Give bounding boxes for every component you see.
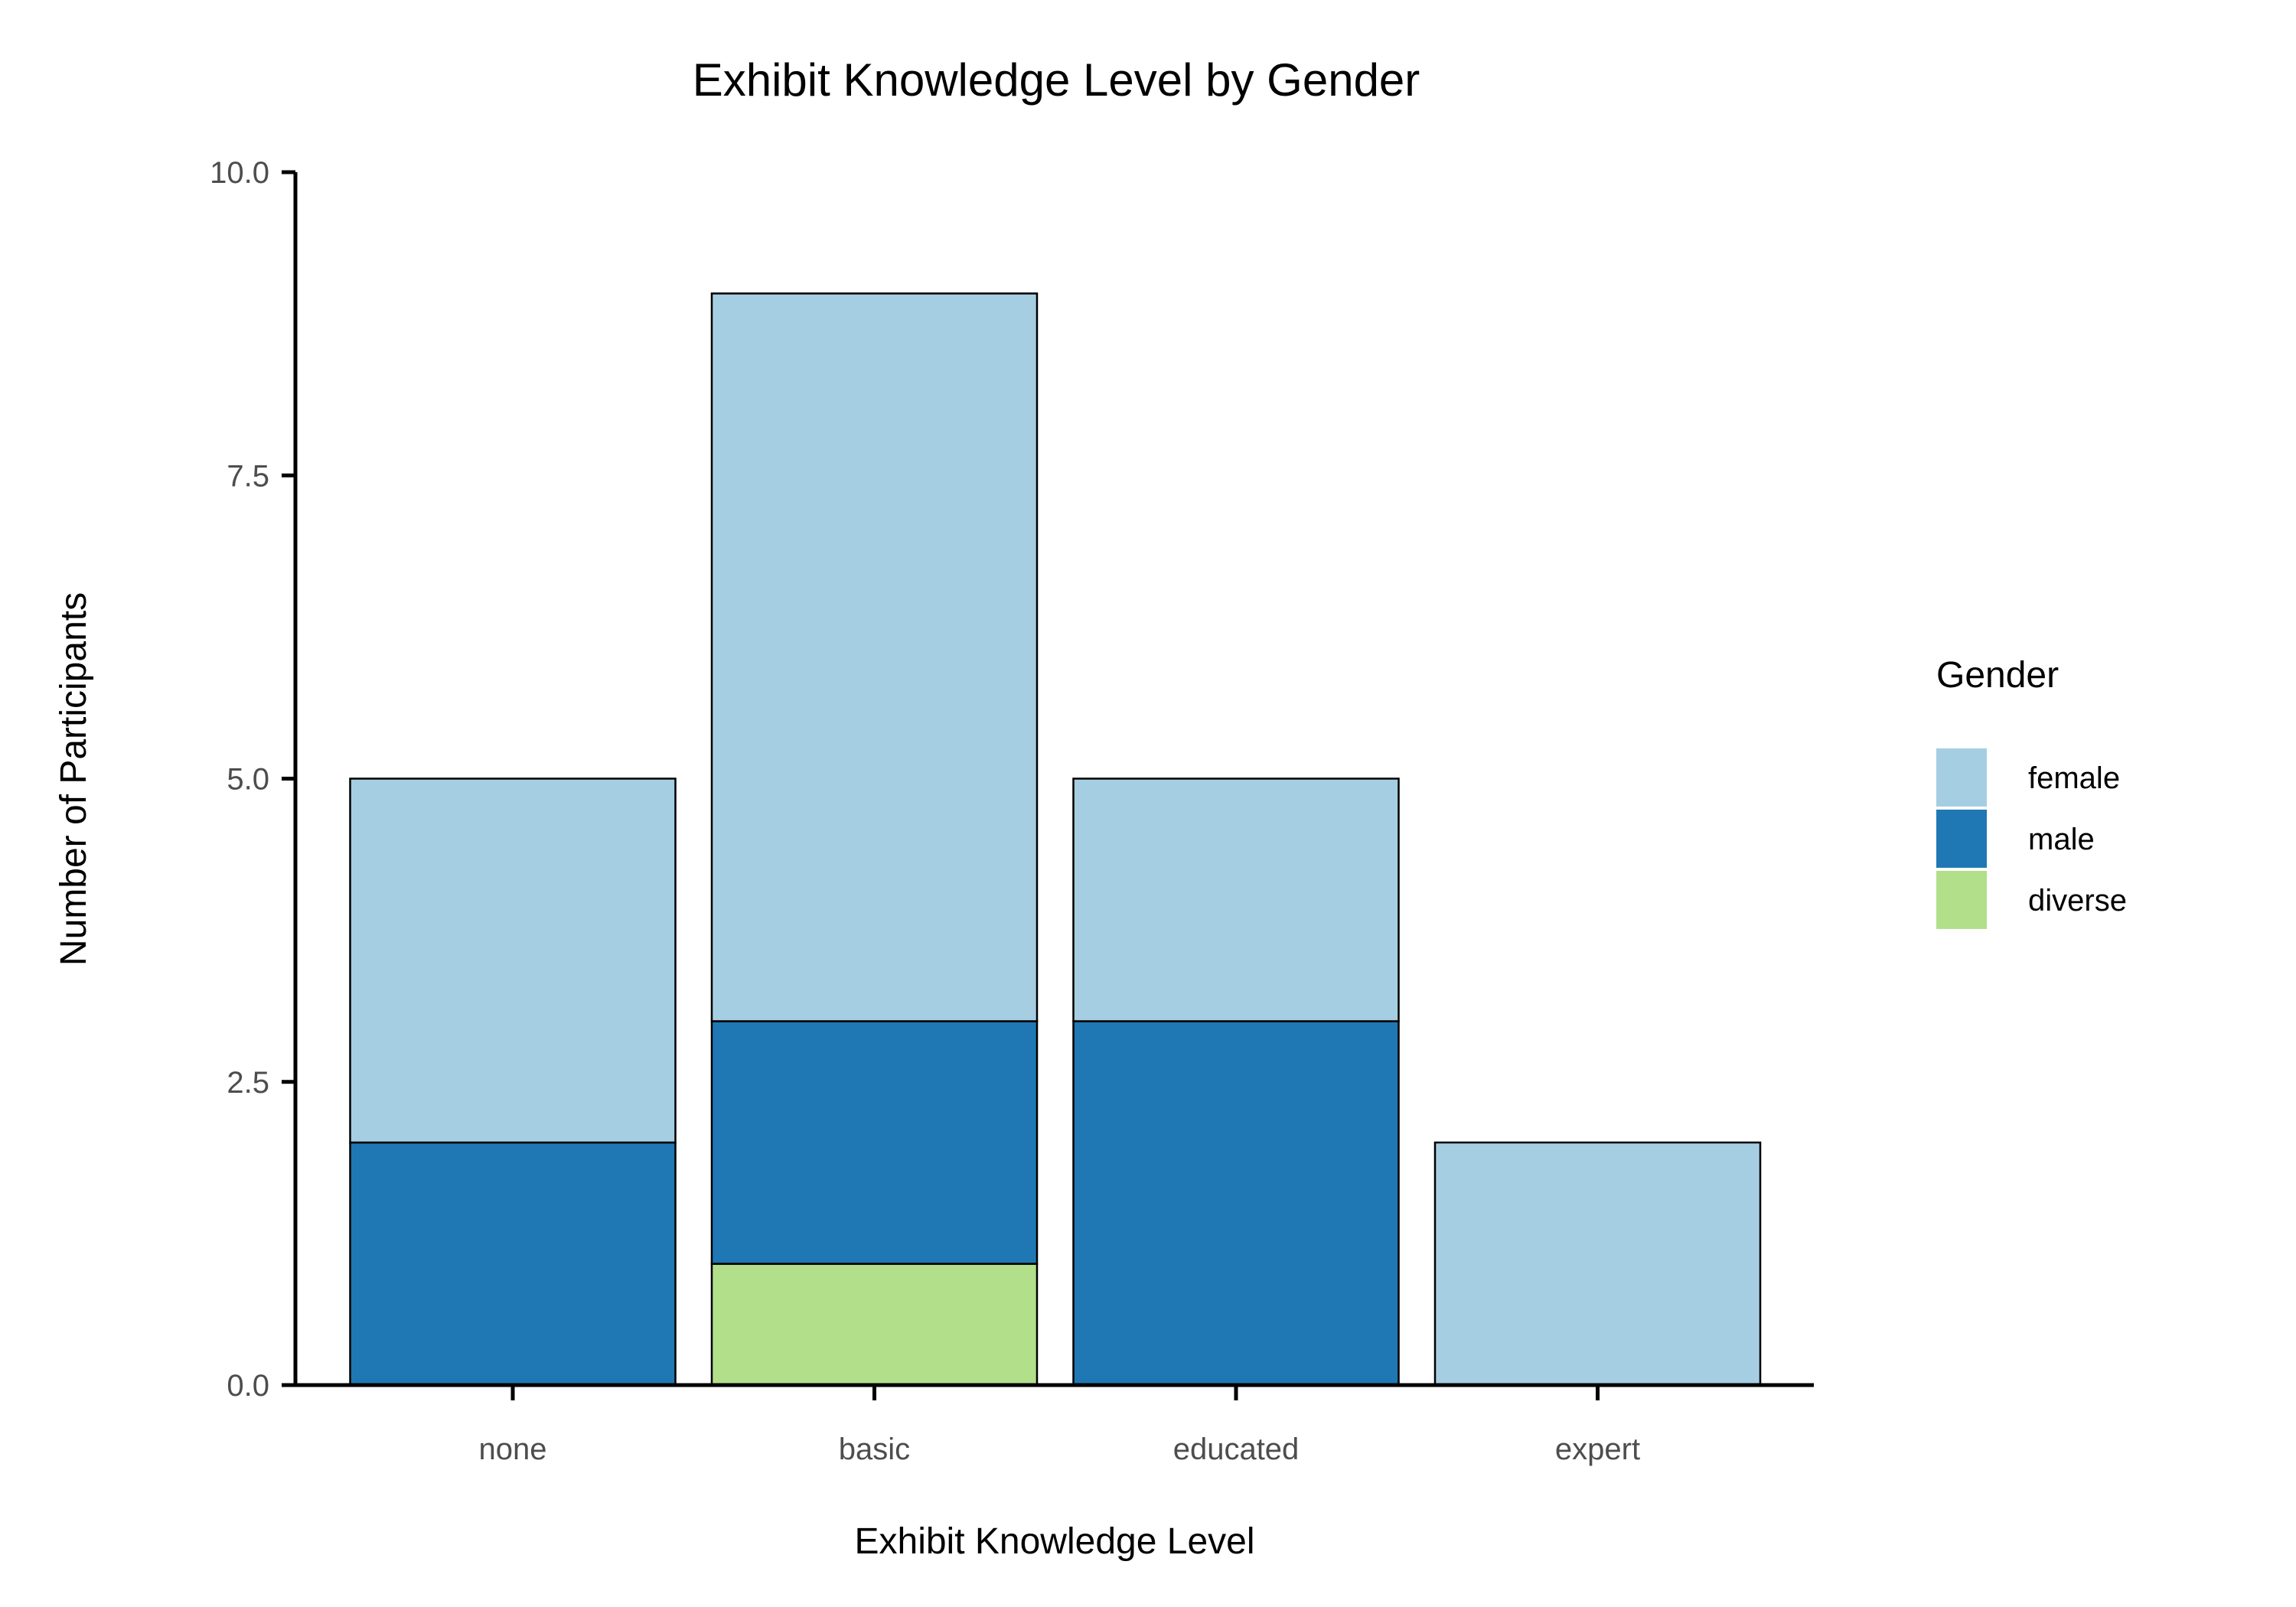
bar-basic-male xyxy=(710,1020,1039,1265)
y-tick-label: 2.5 xyxy=(227,1066,269,1100)
bar-educated-male xyxy=(1072,1020,1400,1387)
bar-none-female xyxy=(349,777,677,1144)
x-tick-label: educated xyxy=(1173,1433,1300,1466)
y-axis-title: Number of Participants xyxy=(54,592,94,966)
bar-expert-female xyxy=(1433,1141,1762,1387)
x-tick-label: basic xyxy=(839,1433,910,1466)
bar-educated-female xyxy=(1072,777,1400,1022)
y-axis-ticks: 0.0 2.5 5.0 7.5 10.0 xyxy=(210,156,295,1403)
legend-swatch-male xyxy=(1936,810,1987,868)
legend: female male diverse xyxy=(1936,748,2127,929)
bar-basic-diverse xyxy=(710,1263,1039,1387)
x-tick-label: expert xyxy=(1555,1433,1640,1466)
legend-label-diverse: diverse xyxy=(2028,884,2127,918)
legend-swatch-diverse xyxy=(1936,871,1987,929)
y-tick-label: 7.5 xyxy=(227,459,269,493)
legend-label-female: female xyxy=(2028,761,2120,795)
x-tick-label: none xyxy=(479,1433,547,1466)
x-axis-ticks: none basic educated expert xyxy=(479,1387,1640,1466)
legend-swatch-female xyxy=(1936,748,1987,807)
x-axis-title: Exhibit Knowledge Level xyxy=(854,1521,1254,1562)
legend-label-male: male xyxy=(2028,823,2095,856)
y-tick-label: 10.0 xyxy=(210,156,269,190)
plot-area xyxy=(349,292,1762,1387)
legend-title: Gender xyxy=(1936,655,2059,696)
chart-title: Exhibit Knowledge Level by Gender xyxy=(693,54,1420,106)
bar-basic-female xyxy=(710,292,1039,1022)
y-tick-label: 5.0 xyxy=(227,763,269,797)
bar-none-male xyxy=(349,1141,677,1387)
y-tick-label: 0.0 xyxy=(227,1369,269,1403)
